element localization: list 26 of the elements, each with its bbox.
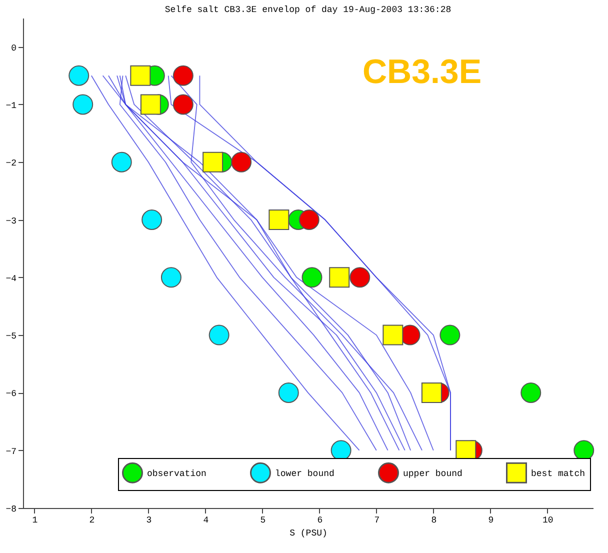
- y-tick-label: −5: [6, 332, 16, 342]
- y-tick-label: −7: [6, 446, 16, 457]
- y-tick-label: −8: [6, 504, 16, 514]
- y-tick-label: −4: [6, 274, 16, 284]
- x-tick-label: 10: [542, 516, 554, 526]
- y-tick-label: −3: [6, 216, 16, 226]
- x-tick-label: 3: [146, 516, 152, 526]
- legend-label: lower bound: [275, 468, 334, 479]
- y-tick-label: −2: [6, 158, 16, 169]
- x-tick-label: 7: [374, 516, 380, 526]
- x-axis-title: S (PSU): [290, 528, 328, 538]
- annotation: CB3.3E: [362, 53, 482, 91]
- y-tick-label: −6: [6, 389, 16, 400]
- chart-title: Selfe salt CB3.3E envelop of day 19-Aug-2003 13:36:28: [164, 5, 452, 15]
- x-tick-label: 1: [32, 516, 38, 526]
- x-tick-label: 2: [89, 516, 95, 526]
- y-tick-label: 0: [11, 43, 16, 54]
- x-tick-label: 5: [260, 516, 266, 526]
- x-tick-label: 4: [203, 516, 209, 526]
- legend-label: observation: [147, 468, 206, 479]
- x-tick-label: 6: [317, 516, 323, 526]
- y-tick-label: −1: [6, 100, 16, 111]
- legend-label: upper bound: [403, 468, 462, 479]
- x-tick-label: 8: [431, 516, 437, 526]
- x-tick-label: 9: [488, 516, 494, 526]
- legend-label: best match: [531, 468, 586, 479]
